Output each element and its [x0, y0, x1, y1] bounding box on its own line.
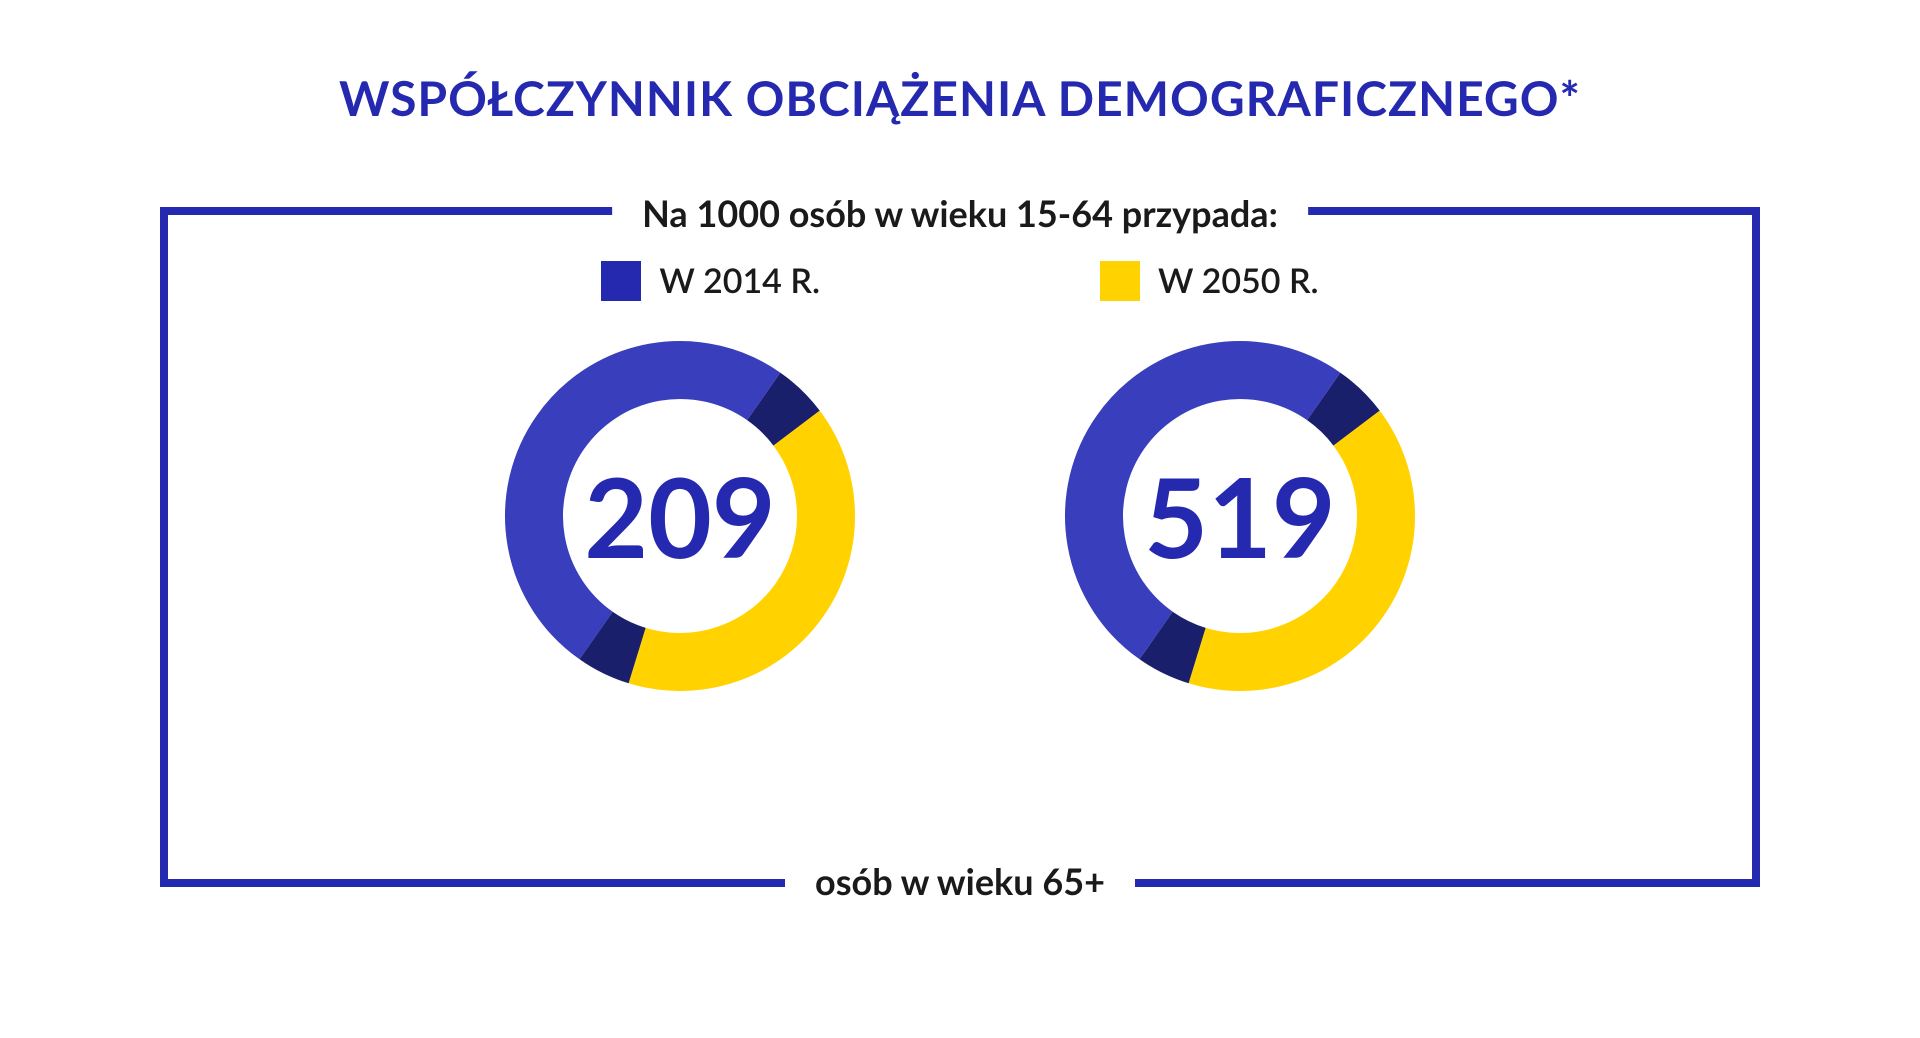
content-frame: Na 1000 osób w wieku 15-64 przypada: W 2… — [160, 207, 1760, 887]
donut-value-2014: 209 — [505, 341, 855, 691]
frame-wrapper: Na 1000 osób w wieku 15-64 przypada: W 2… — [160, 207, 1760, 887]
frame-bottom-label: osób w wieku 65+ — [785, 859, 1135, 903]
donut-row: 209 519 — [168, 341, 1752, 691]
donut-2014: 209 — [505, 341, 855, 691]
legend-swatch-2050 — [1100, 261, 1140, 301]
donut-value-2050: 519 — [1065, 341, 1415, 691]
legend-label-2014: W 2014 R. — [659, 260, 820, 301]
infographic-title: WSPÓŁCZYNNIK OBCIĄŻENIA DEMOGRAFICZNEGO* — [339, 70, 1581, 127]
donut-2050: 519 — [1065, 341, 1415, 691]
frame-top-label: Na 1000 osób w wieku 15-64 przypada: — [612, 191, 1308, 235]
